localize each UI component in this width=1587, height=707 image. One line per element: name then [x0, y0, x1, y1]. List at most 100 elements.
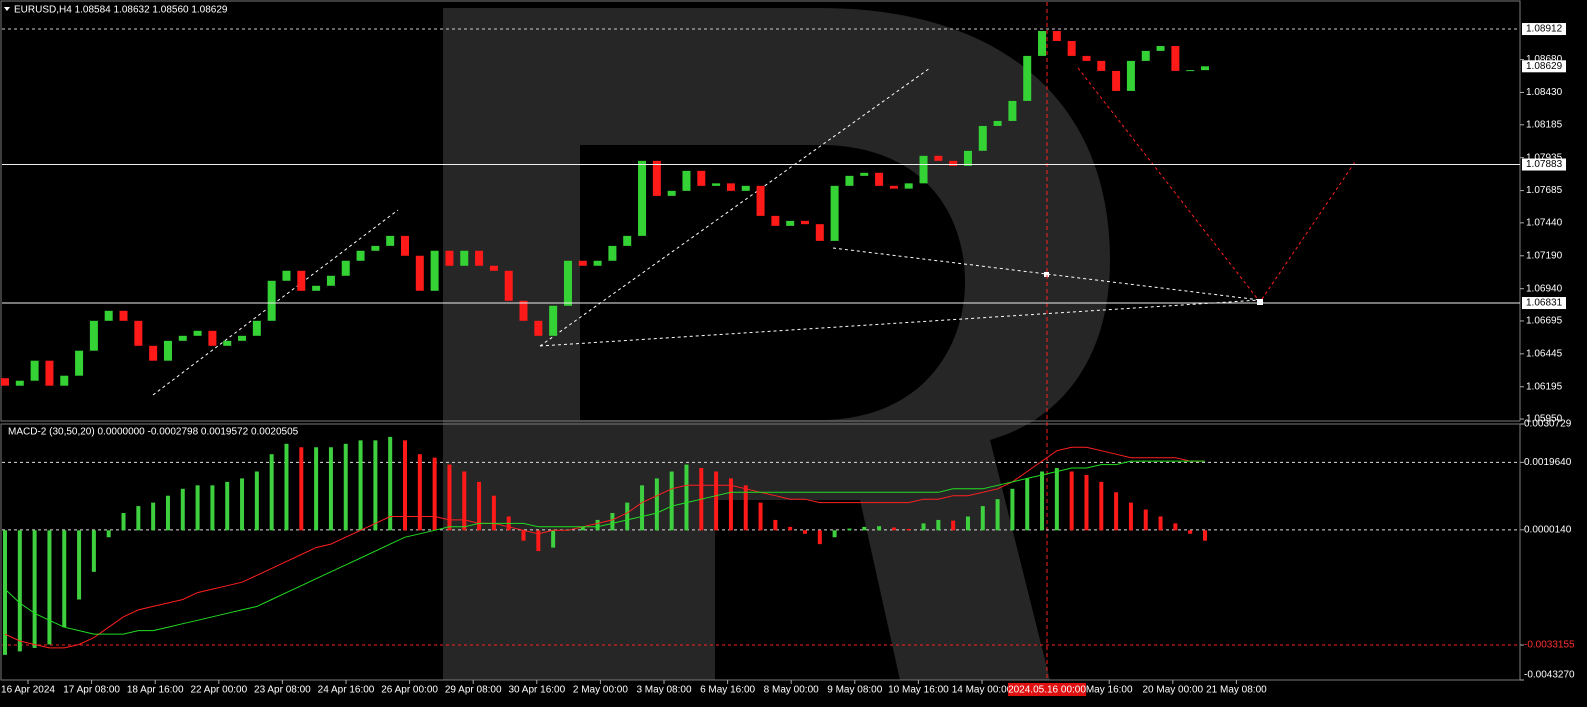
- x-tick-label: 17 Apr 08:00: [63, 685, 120, 696]
- histogram-bar: [1099, 481, 1104, 531]
- histogram-bar: [862, 526, 867, 531]
- candle-body: [1156, 46, 1165, 51]
- histogram-bar: [1069, 471, 1074, 531]
- y-tick-label: -0.0043270: [1524, 670, 1575, 681]
- candle-body: [756, 185, 765, 216]
- histogram-bar: [773, 519, 778, 531]
- histogram-bar: [891, 527, 896, 531]
- candle-body: [623, 235, 632, 246]
- histogram-bar: [136, 506, 141, 531]
- price-level-label: 1.07883: [1526, 159, 1563, 170]
- histogram-bar: [1084, 474, 1089, 531]
- histogram-bar: [758, 502, 763, 531]
- x-tick-label: 18 Apr 16:00: [127, 685, 184, 696]
- histogram-bar: [17, 530, 22, 652]
- candle-body: [267, 280, 276, 321]
- price-level-box: [1522, 23, 1566, 36]
- candle-body: [875, 172, 884, 186]
- histogram-bar: [240, 478, 245, 531]
- histogram-bar: [491, 495, 496, 531]
- histogram-bar: [373, 440, 378, 531]
- y-tick-label: 1.08430: [1526, 87, 1563, 98]
- histogram-bar: [817, 530, 822, 545]
- candle-body: [104, 310, 113, 321]
- histogram-bar: [269, 454, 274, 531]
- x-tick-label: 24 Apr 16:00: [318, 685, 375, 696]
- candle-body: [45, 360, 54, 386]
- histogram-bar: [91, 530, 96, 572]
- macd-panel-frame: [0, 423, 1521, 681]
- candle-body: [504, 270, 513, 301]
- candle-body: [904, 183, 913, 189]
- histogram-bar: [314, 447, 319, 531]
- histogram-bar: [1203, 530, 1207, 541]
- candle-body: [519, 300, 528, 321]
- histogram-bar: [1010, 488, 1015, 531]
- candle-body: [638, 160, 647, 236]
- x-tick-label: 16 Apr 2024: [1, 685, 55, 696]
- candle-body: [119, 310, 128, 321]
- x-tick-label: 8 May 00:00: [764, 685, 819, 696]
- histogram-bar: [106, 530, 111, 538]
- candle-body: [978, 125, 987, 151]
- trend-arrow: [539, 67, 931, 347]
- histogram-bar: [684, 464, 689, 531]
- x-tick-label: 6 May 16:00: [700, 685, 755, 696]
- x-tick-label: 22 Apr 00:00: [190, 685, 247, 696]
- candle-body: [208, 330, 217, 346]
- y-tick-label: 1.06940: [1526, 283, 1563, 294]
- histogram-bar: [610, 513, 615, 531]
- candle-body: [815, 224, 824, 241]
- candle-body: [223, 340, 232, 346]
- candle-body: [134, 320, 143, 346]
- candle-body: [1201, 66, 1209, 71]
- candle-body: [1038, 31, 1047, 56]
- y-tick-label: -0.0033155: [1524, 640, 1575, 651]
- candle-body: [460, 250, 469, 266]
- candle-body: [949, 160, 958, 166]
- y-tick-label: 1.07685: [1526, 185, 1563, 196]
- histogram-bar: [77, 530, 82, 600]
- histogram-bar: [1143, 509, 1148, 531]
- candle-body: [993, 120, 1002, 126]
- histogram-bar: [965, 516, 970, 531]
- candle-body: [1067, 41, 1076, 56]
- candle-body: [297, 270, 306, 291]
- candle-body: [238, 335, 247, 341]
- candle-body: [771, 215, 780, 226]
- indicator-title: MACD-2 (30,50,20) 0.0000000 -0.0002798 0…: [8, 427, 299, 438]
- histogram-bar: [803, 530, 807, 534]
- candle-body: [534, 320, 543, 336]
- histogram-bar: [403, 440, 407, 531]
- histogram-bar: [165, 495, 170, 531]
- histogram-bar: [195, 485, 200, 531]
- candle-body: [845, 175, 854, 186]
- candle-body: [60, 375, 69, 386]
- candle-body: [89, 320, 98, 351]
- candle-body: [697, 170, 706, 186]
- candle-body: [608, 245, 617, 261]
- histogram-bar: [462, 471, 467, 531]
- candle-body: [1186, 70, 1195, 72]
- trend-arrow: [539, 299, 1261, 347]
- candle-body: [1023, 55, 1032, 101]
- candle-body: [193, 330, 202, 336]
- histogram-bar: [254, 471, 259, 531]
- x-tick-label: 3 May 08:00: [636, 685, 691, 696]
- histogram-bar: [1173, 523, 1178, 531]
- candle-body: [1141, 50, 1150, 61]
- histogram-bar: [432, 457, 437, 531]
- candle-body: [475, 250, 484, 266]
- histogram-bar: [151, 502, 156, 531]
- histogram-bar: [180, 488, 185, 531]
- candle-body: [1, 378, 9, 386]
- histogram-bar: [654, 478, 659, 531]
- candle-body: [712, 183, 721, 186]
- histogram-bar: [995, 499, 1000, 531]
- analysis-drawings: [152, 2, 1356, 680]
- y-tick-label: 1.07190: [1526, 250, 1563, 261]
- forecast-point: [1257, 299, 1263, 305]
- y-tick-label: 1.06195: [1526, 381, 1563, 392]
- histogram-bar: [62, 530, 67, 628]
